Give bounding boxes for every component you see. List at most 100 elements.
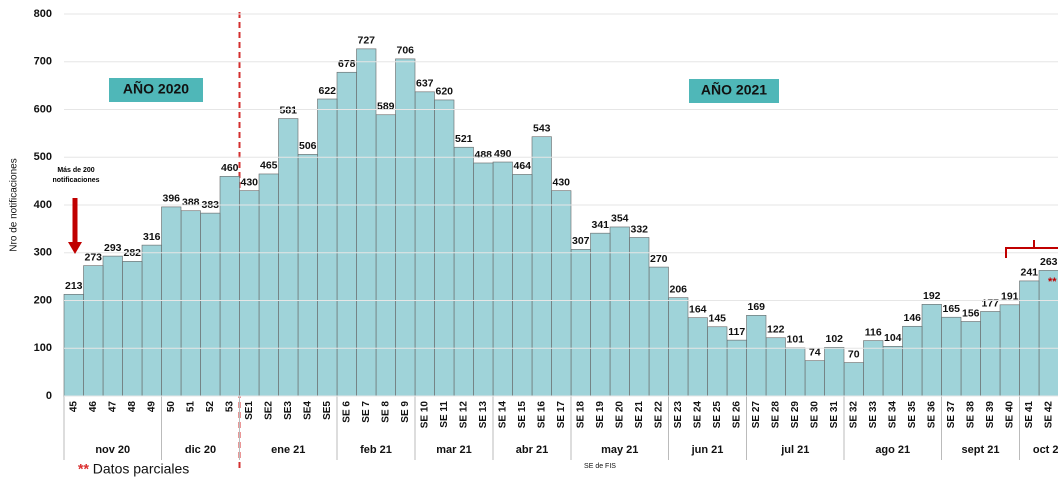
bar [317, 98, 338, 397]
x-tick-label: 45 [68, 401, 79, 413]
value-label: 116 [865, 326, 882, 338]
bar [746, 315, 767, 397]
x-tick-label: SE 9 [400, 401, 411, 423]
bar [258, 173, 279, 397]
bar [804, 360, 825, 397]
month-label: dic 20 [185, 444, 216, 456]
y-tick-label: 400 [34, 199, 52, 211]
y-axis-label: Nro de notificaciones [9, 158, 20, 251]
month-label: feb 21 [360, 444, 392, 456]
x-tick-label: 52 [205, 401, 216, 413]
x-tick-label: SE 10 [419, 401, 430, 429]
value-label: 206 [669, 283, 687, 295]
value-label: 164 [689, 303, 707, 315]
x-tick-label: 53 [224, 401, 235, 413]
value-label: 637 [416, 78, 434, 90]
value-label: 727 [357, 35, 375, 47]
x-tick-label: SE 6 [341, 401, 352, 423]
y-tick-label: 800 [34, 8, 52, 20]
value-label: 117 [728, 326, 745, 338]
bar [180, 210, 201, 397]
bar [122, 261, 143, 397]
bar [960, 321, 981, 397]
x-tick-label: SE 37 [946, 401, 957, 429]
value-label: 104 [884, 332, 902, 344]
x-tick-label: SE 8 [380, 401, 391, 423]
year-box [689, 79, 779, 103]
x-tick-label: SE 22 [653, 401, 664, 429]
x-tick-label: SE 34 [887, 401, 898, 429]
bar [687, 317, 708, 397]
month-label: sept 21 [962, 444, 1000, 456]
legend-mark: ** [78, 461, 89, 477]
value-label: 332 [630, 223, 648, 235]
month-label: ene 21 [271, 444, 305, 456]
bar [492, 161, 513, 397]
value-label: 273 [84, 251, 102, 263]
y-tick-label: 100 [34, 342, 52, 354]
value-label: 354 [611, 213, 629, 225]
x-tick-label: SE 40 [1004, 401, 1015, 429]
y-tick-label: 500 [34, 151, 52, 163]
x-tick-label: SE 24 [692, 401, 703, 429]
bar [785, 347, 806, 397]
bar [414, 91, 435, 397]
month-label: may 21 [601, 444, 638, 456]
value-label: 488 [474, 149, 492, 161]
value-label: 430 [552, 176, 570, 188]
x-tick-label: 49 [146, 401, 157, 413]
bar [1019, 280, 1040, 397]
value-label: 543 [533, 122, 551, 134]
note: Más de 200 notificaciones [52, 167, 100, 184]
x-tick-label: SE 26 [731, 401, 742, 429]
x-tick-label: SE 7 [361, 401, 372, 423]
bar [434, 99, 455, 397]
bar [629, 237, 650, 397]
value-label: 589 [377, 101, 395, 113]
month-label: abr 21 [516, 444, 548, 456]
year-label: AÑO 2020 [123, 80, 189, 97]
bar [902, 325, 923, 397]
x-tick-label: SE 31 [829, 401, 840, 429]
y-tick-label: 700 [34, 56, 52, 68]
x-tick-label: SE 15 [517, 401, 528, 429]
bar [843, 362, 864, 397]
x-tick-label: SE 41 [1024, 401, 1035, 429]
x-tick-label: SE 33 [868, 401, 879, 429]
x-tick-label: SE1 [244, 401, 255, 420]
bar [570, 249, 591, 397]
x-tick-label: SE 12 [458, 401, 469, 429]
value-label: 396 [162, 193, 180, 205]
x-tick-label: SE 21 [634, 401, 645, 429]
month-label: nov 20 [95, 444, 130, 456]
x-tick-label: SE 17 [556, 401, 567, 429]
value-label: 177 [981, 297, 999, 309]
value-label: 213 [65, 280, 83, 292]
value-label: 465 [260, 160, 278, 172]
value-label: 191 [1001, 291, 1019, 303]
value-label: 506 [299, 140, 317, 152]
value-label: 620 [435, 86, 453, 98]
x-tick-label: SE 23 [673, 401, 684, 429]
x-tick-label: SE 13 [478, 401, 489, 429]
y-tick-label: 300 [34, 247, 52, 259]
bar [590, 232, 611, 397]
bar [278, 118, 299, 397]
bar [473, 162, 494, 397]
x-tick-label: SE 28 [770, 401, 781, 429]
bar [824, 346, 845, 397]
bar [297, 154, 318, 397]
x-tick-label: SE 29 [790, 401, 801, 429]
x-tick-label: SE 19 [595, 401, 606, 429]
value-label: 165 [942, 303, 960, 315]
value-label: 169 [747, 301, 765, 313]
bar [921, 304, 942, 397]
value-label: 316 [143, 231, 161, 243]
x-axis-label: SE de FIS [584, 463, 616, 470]
x-tick-label: SE 35 [907, 401, 918, 429]
value-label: 706 [396, 45, 414, 57]
value-label: 241 [1020, 267, 1038, 279]
value-label: 293 [104, 242, 122, 254]
month-label: jul 21 [780, 444, 809, 456]
